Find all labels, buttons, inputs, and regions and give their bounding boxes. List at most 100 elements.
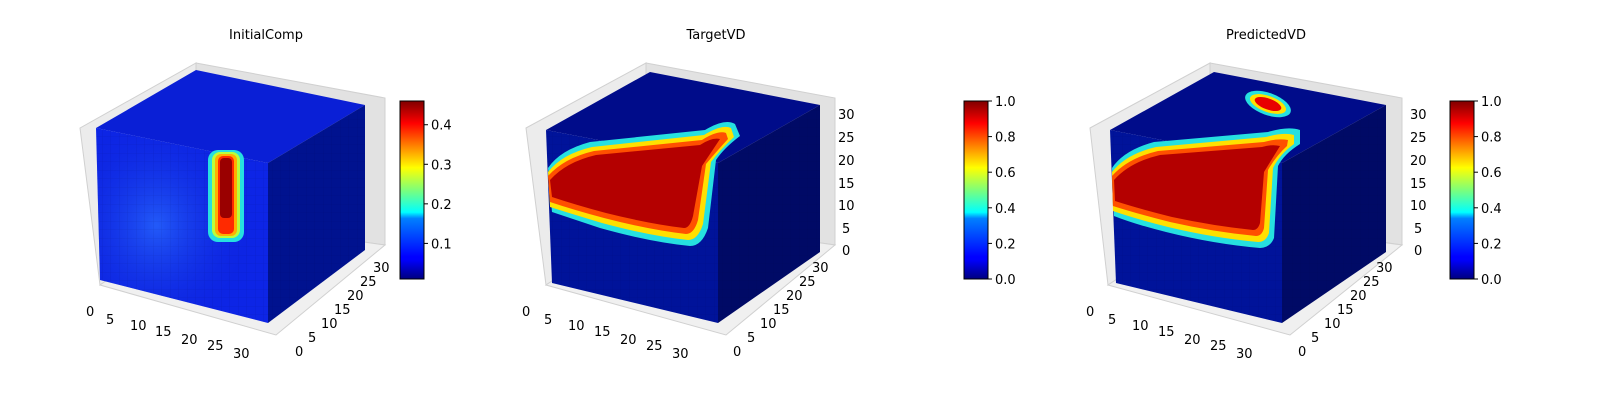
hotspot-column [208,150,244,242]
z-tick: 5 [1414,222,1422,237]
x-tick: 30 [672,347,689,362]
y-axis-ticks-targetvd: 0 5 10 15 20 25 30 [733,261,829,360]
y-tick: 0 [733,345,741,360]
colorbar-gradient [399,100,425,280]
colorbar-tick-label: 0.8 [995,131,1016,146]
z-tick: 15 [838,177,855,192]
x-tick: 20 [620,333,637,348]
y-tick: 5 [747,331,755,346]
z-tick: 30 [1410,108,1427,123]
colorbar-ticks: 0.0 0.2 0.4 0.6 0.8 1.0 [1474,95,1502,288]
z-tick: 20 [1410,154,1427,169]
y-tick: 20 [1350,289,1367,304]
y-tick: 25 [360,275,377,290]
x-tick: 0 [86,305,94,320]
x-tick: 15 [155,325,172,340]
y-tick: 20 [347,289,364,304]
colorbar-tick-label: 0.8 [1481,131,1502,146]
y-tick: 25 [799,275,816,290]
colorbar-tick-label: 1.0 [1481,95,1502,110]
x-axis-ticks-targetvd: 0 5 10 15 20 25 30 [522,305,689,362]
colorbar-tick-label: 0.6 [1481,166,1502,181]
colorbar-tick-label: 0.0 [995,273,1016,288]
z-tick: 30 [838,108,855,123]
colorbar-tick-label: 0.2 [995,237,1016,252]
z-axis-ticks-targetvd: 0 5 10 15 20 25 30 [838,108,855,259]
cube-side-grid [1282,105,1386,323]
z-tick: 20 [838,154,855,169]
colorbar-tick-label: 0.4 [995,202,1016,217]
y-tick: 10 [760,317,777,332]
top-blob [1245,90,1291,118]
z-tick: 25 [838,131,855,146]
colorbar-tick-label: 0.3 [431,158,452,173]
y-tick: 30 [373,261,390,276]
high-value-region [1112,128,1300,248]
y-tick: 15 [334,303,351,318]
x-tick: 20 [181,333,198,348]
x-tick: 5 [544,313,552,328]
y-axis-ticks-predictedvd: 0 5 10 15 20 25 30 [1298,261,1393,360]
z-tick: 0 [842,244,850,259]
colorbar-tick-label: 0.2 [1481,237,1502,252]
x-tick: 30 [233,347,250,362]
panel-title-targetvd: TargetVD [685,28,745,43]
z-tick: 5 [842,222,850,237]
cube-top-face [96,70,365,163]
y-tick: 5 [308,331,316,346]
y-tick: 15 [773,303,790,318]
colorbar-gradient [1449,100,1475,280]
z-tick: 25 [1410,131,1427,146]
z-tick: 0 [1414,244,1422,259]
z-tick: 10 [1410,199,1427,214]
colorbar-gradient [963,100,989,280]
x-axis-ticks-predictedvd: 0 5 10 15 20 25 30 [1086,305,1253,362]
colorbar-tick-label: 0.4 [1481,202,1502,217]
y-tick: 30 [1376,261,1393,276]
x-axis-ticks-initialcomp: 0 5 10 15 20 25 30 [86,305,250,362]
z-axis-ticks-predictedvd: 0 5 10 15 20 25 30 [1410,108,1427,259]
x-tick: 30 [1236,347,1253,362]
x-tick: 0 [1086,305,1094,320]
panel-title-initialcomp: InitialComp [229,28,303,43]
voxel-cube-targetvd [546,72,820,323]
colorbar-ticks: 0.1 0.2 0.3 0.4 [424,119,452,252]
cube-side-grid [718,105,820,323]
x-tick: 10 [1132,319,1149,334]
voxel-cube-predictedvd [1110,72,1386,323]
x-tick: 0 [522,305,530,320]
x-tick: 15 [1158,325,1175,340]
y-tick: 10 [321,317,338,332]
panel-title-predictedvd: PredictedVD [1226,28,1306,43]
z-tick: 10 [838,199,855,214]
y-tick: 0 [1298,345,1306,360]
cube-side-grid [268,105,365,323]
colorbar-tick-label: 1.0 [995,95,1016,110]
colorbar-ticks: 0.0 0.2 0.4 0.6 0.8 1.0 [988,95,1016,288]
y-tick: 20 [786,289,803,304]
colorbar-predictedvd: 0.0 0.2 0.4 0.6 0.8 1.0 [1449,95,1502,288]
x-tick: 25 [1210,339,1227,354]
colorbar-tick-label: 0.4 [431,119,452,134]
colorbar-tick-label: 0.0 [1481,273,1502,288]
x-tick: 5 [106,313,114,328]
x-tick: 20 [1184,333,1201,348]
y-axis-ticks-initialcomp: 0 5 10 15 20 25 30 [295,261,390,360]
panel-predictedvd: PredictedVD 0 [1086,28,1502,362]
colorbar-tick-label: 0.1 [431,237,452,252]
panel-initialcomp: InitialComp 0 5 10 15 [79,28,452,362]
colorbar-tick-label: 0.2 [431,198,452,213]
y-tick: 5 [1311,331,1319,346]
y-tick: 10 [1324,317,1341,332]
voxel-cube-initialcomp [96,70,365,323]
y-tick: 0 [295,345,303,360]
y-tick: 30 [812,261,829,276]
colorbar-initialcomp: 0.1 0.2 0.3 0.4 [399,100,452,280]
x-tick: 5 [1108,313,1116,328]
x-tick: 10 [568,319,585,334]
high-value-region [548,122,740,246]
x-tick: 15 [594,325,611,340]
colorbar-tick-label: 0.6 [995,166,1016,181]
x-tick: 10 [130,319,147,334]
